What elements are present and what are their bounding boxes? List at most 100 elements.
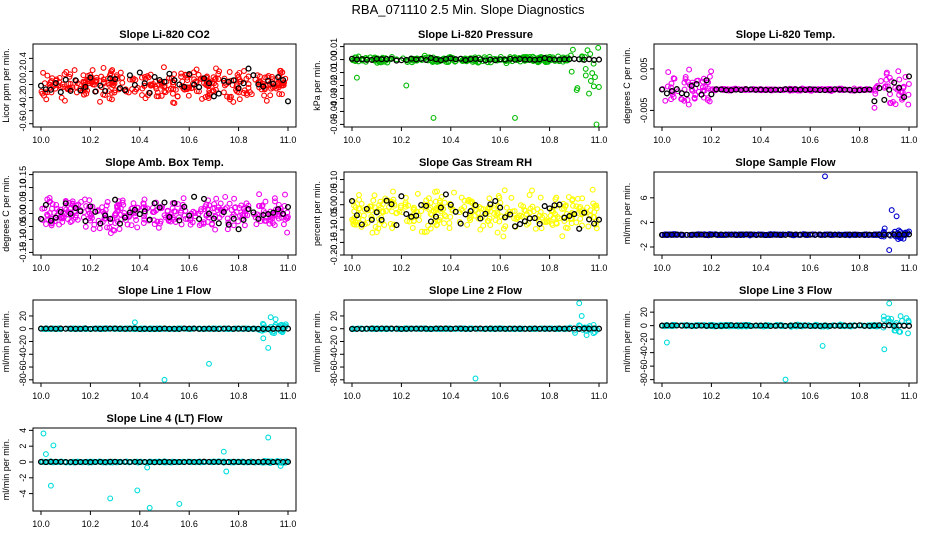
- data-point: [141, 80, 148, 87]
- data-point: [253, 221, 260, 228]
- data-point: [117, 69, 124, 76]
- data-point: [529, 203, 536, 210]
- data-point: [584, 47, 591, 54]
- data-point: [205, 83, 212, 90]
- data-point: [150, 80, 157, 87]
- data-point: [47, 217, 54, 224]
- data-point: [154, 89, 161, 96]
- data-point: [905, 330, 911, 337]
- data-point: [107, 215, 114, 222]
- data-point: [706, 73, 713, 80]
- data-point: [268, 79, 275, 86]
- data-point: [871, 104, 878, 111]
- data-point: [682, 74, 689, 80]
- data-point: [200, 219, 207, 226]
- data-point: [521, 218, 528, 225]
- data-point: [80, 91, 87, 98]
- data-point: [284, 203, 292, 211]
- data-point: [223, 204, 230, 211]
- data-point: [131, 319, 138, 326]
- data-point: [244, 91, 250, 98]
- data-point: [379, 208, 386, 215]
- data-point: [82, 223, 89, 230]
- data-point: [382, 208, 389, 214]
- data-point: [119, 74, 126, 81]
- data-point: [267, 92, 274, 99]
- data-point: [896, 328, 903, 335]
- data-point: [480, 222, 487, 229]
- chart-panel-3: Slope Li-820 Temp. degrees C per min. 10.0…: [622, 29, 918, 145]
- data-point: [474, 325, 481, 332]
- data-point: [134, 224, 141, 231]
- data-point: [559, 233, 566, 240]
- data-point: [71, 67, 78, 74]
- data-point: [39, 205, 46, 212]
- chart-panel-1: Slope Li-820 CO2 Licor ppm per min. 10.0 10…: [1, 29, 297, 145]
- y-tick-label: 20: [18, 311, 28, 321]
- data-point: [203, 325, 210, 332]
- data-point: [669, 91, 676, 98]
- data-point: [418, 228, 425, 235]
- x-tick-label: 10.8: [230, 263, 248, 273]
- chart-title: Slope Li-820 CO2: [119, 29, 209, 41]
- data-point: [595, 325, 603, 332]
- data-point: [176, 214, 182, 221]
- data-point: [467, 217, 474, 223]
- data-point: [265, 344, 272, 351]
- data-point: [133, 217, 140, 223]
- data-point: [593, 225, 600, 232]
- data-point: [556, 201, 563, 208]
- data-point: [262, 74, 269, 81]
- x-tick-label: 10.2: [82, 519, 100, 529]
- data-point: [283, 214, 290, 221]
- data-point: [176, 500, 183, 507]
- data-point: [577, 215, 584, 222]
- data-point: [240, 80, 247, 87]
- data-point: [472, 375, 479, 382]
- y-tick-label: -40: [329, 348, 339, 361]
- y-tick-label: -0.05: [329, 114, 339, 135]
- data-point: [388, 208, 395, 215]
- data-point: [477, 215, 484, 222]
- data-point: [89, 459, 96, 465]
- data-point: [261, 92, 268, 99]
- y-axis-label: degrees C per min.: [1, 175, 11, 252]
- data-point: [595, 84, 602, 90]
- data-point: [68, 218, 75, 224]
- data-point: [668, 80, 675, 87]
- data-point: [902, 74, 909, 80]
- data-point: [205, 210, 213, 217]
- chart-title: Slope Line 2 Flow: [429, 285, 522, 297]
- x-tick-label: 10.6: [180, 263, 198, 273]
- data-point: [284, 325, 292, 332]
- y-tick-label: 4: [18, 428, 28, 433]
- data-point: [280, 221, 287, 228]
- data-point: [220, 209, 227, 216]
- data-point: [92, 208, 99, 215]
- y-tick-label: 0.00: [18, 205, 28, 223]
- data-point: [67, 210, 74, 217]
- data-point: [271, 195, 278, 202]
- data-point: [520, 203, 527, 210]
- data-point: [260, 321, 267, 328]
- data-point: [281, 202, 288, 209]
- data-point: [569, 46, 576, 53]
- y-tick-label: -0.4: [18, 103, 28, 119]
- x-tick-label: 10.4: [131, 263, 149, 273]
- data-point: [895, 68, 902, 75]
- y-tick-label: 6: [639, 195, 649, 200]
- y-tick-label: -40: [639, 346, 649, 359]
- data-point: [555, 53, 562, 60]
- data-point: [141, 196, 148, 203]
- data-point: [37, 82, 45, 89]
- plot-frame: [32, 43, 297, 128]
- data-point: [255, 202, 262, 209]
- data-point: [574, 195, 581, 202]
- data-point: [905, 81, 912, 87]
- data-point: [708, 91, 715, 98]
- data-point: [46, 195, 53, 201]
- data-point: [543, 219, 550, 226]
- x-tick-label: 10.0: [653, 135, 671, 145]
- data-point: [502, 214, 509, 221]
- data-point: [464, 221, 471, 228]
